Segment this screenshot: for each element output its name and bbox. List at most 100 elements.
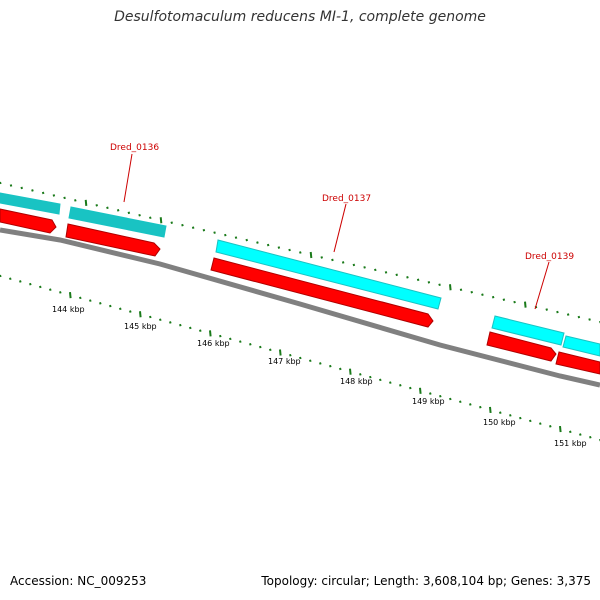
gene-label-dred-0136[interactable]: Dred_0136 [110,143,159,153]
outer-minor-tick-4 [41,191,45,195]
inner-major-tick-49 [489,406,492,414]
inner-minor-tick-38 [379,378,382,382]
inner-minor-tick-2 [19,280,22,283]
outer-minor-tick-45 [481,293,484,296]
outer-major-tick-29 [309,251,313,259]
inner-minor-tick-57 [569,430,572,434]
forward-gene-partial-left [0,192,61,215]
outer-major-tick-49 [524,301,527,308]
outer-minor-tick-25 [266,243,270,247]
outer-major-tick-15 [159,217,163,224]
outer-minor-tick-12 [127,211,131,215]
outer-major-tick-42 [449,284,452,291]
inner-minor-tick-16 [159,318,162,322]
gene-labels: Dred_0136 Dred_0137 Dred_0139 [110,143,574,310]
inner-minor-tick-51 [509,414,512,417]
inner-major-tick-21 [209,330,212,337]
inner-minor-tick-8 [79,296,82,300]
forward-gene-dred-0137 [215,239,442,310]
inner-minor-tick-37 [369,375,372,379]
inner-minor-tick-46 [459,400,462,404]
reverse-gene-partial-right [555,351,600,375]
reverse-strand-track [0,208,600,375]
forward-gene-dred-0139 [491,315,565,346]
inner-minor-tick-15 [149,315,152,319]
outer-minor-tick-5 [52,194,56,197]
outer-minor-tick-1 [9,184,13,187]
inner-minor-tick-23 [229,337,232,341]
reverse-gene-dred-0136 [65,223,161,257]
reverse-gene-partial-left [0,208,57,234]
inner-major-tick-42 [419,387,422,394]
inner-minor-tick-41 [409,386,412,390]
inner-minor-tick-43 [429,392,432,395]
inner-minor-tick-30 [299,356,302,360]
outer-minor-tick-33 [352,263,356,267]
inner-minor-tick-34 [339,367,342,371]
outer-minor-tick-14 [149,216,152,220]
inner-minor-tick-25 [249,343,252,346]
outer-minor-tick-51 [545,308,548,311]
inner-minor-tick-4 [39,285,42,289]
inner-minor-tick-29 [289,353,292,357]
inner-minor-tick-6 [59,291,62,294]
outer-minor-tick-48 [513,300,516,304]
outer-minor-tick-34 [363,266,366,269]
outer-minor-tick-24 [256,241,259,244]
scale-label-149: 149 kbp [412,397,445,406]
outer-minor-tick-19 [202,228,206,232]
map-title: Desulfotomaculum reducens MI-1, complete… [114,9,486,25]
inner-minor-tick-54 [539,422,542,425]
inner-minor-tick-53 [529,419,532,423]
inner-minor-tick-19 [189,326,192,330]
inner-minor-tick-24 [239,340,242,343]
outer-minor-tick-41 [438,283,441,287]
outer-minor-tick-36 [384,271,388,274]
scale-label-150: 150 kbp [483,418,516,427]
inner-major-tick-56 [559,425,562,433]
outer-minor-tick-27 [288,248,291,252]
outer-minor-tick-6 [63,196,66,200]
outer-minor-tick-32 [341,261,345,264]
scale-labels: 144 kbp 145 kbp 146 kbp 147 kbp 148 kbp … [52,305,587,448]
outer-minor-tick-22 [234,236,238,239]
inner-minor-tick-45 [449,397,452,401]
outer-minor-tick-44 [470,290,473,294]
forward-gene-dred-0136 [68,206,167,238]
reverse-gene-dred-0137 [210,257,434,328]
inner-minor-tick-11 [109,304,112,308]
scale-label-147: 147 kbp [268,357,301,366]
inner-minor-tick-20 [199,329,202,332]
inner-minor-tick-36 [359,373,362,376]
inner-minor-tick-17 [169,321,172,324]
outer-minor-tick-26 [277,246,281,249]
outer-minor-tick-40 [427,280,431,284]
forward-gene-partial-right [562,335,600,357]
outer-minor-tick-23 [245,238,248,242]
inner-minor-tick-44 [439,394,442,398]
gene-leader-dred-0139 [534,261,550,310]
inner-minor-tick-50 [499,411,502,414]
inner-major-tick-28 [279,349,282,356]
outer-minor-tick-11 [116,209,120,212]
inner-minor-tick-0 [0,274,2,278]
gene-label-dred-0137[interactable]: Dred_0137 [322,194,371,204]
inner-minor-tick-1 [9,277,12,281]
outer-minor-tick-47 [502,298,506,301]
inner-minor-tick-3 [29,282,32,286]
gene-label-dred-0139[interactable]: Dred_0139 [525,252,574,262]
inner-minor-tick-22 [219,334,222,338]
outer-minor-tick-21 [224,233,227,237]
outer-minor-tick-38 [406,276,409,279]
outer-minor-tick-2 [20,186,23,190]
outer-minor-tick-9 [95,204,98,207]
inner-minor-tick-47 [469,403,472,406]
inner-minor-tick-39 [389,381,392,384]
inner-minor-tick-5 [49,288,52,291]
scale-label-151: 151 kbp [554,439,587,448]
inner-minor-tick-13 [129,310,132,313]
outer-minor-tick-43 [459,288,463,292]
outer-minor-tick-13 [138,213,141,217]
outer-minor-tick-7 [74,199,77,202]
